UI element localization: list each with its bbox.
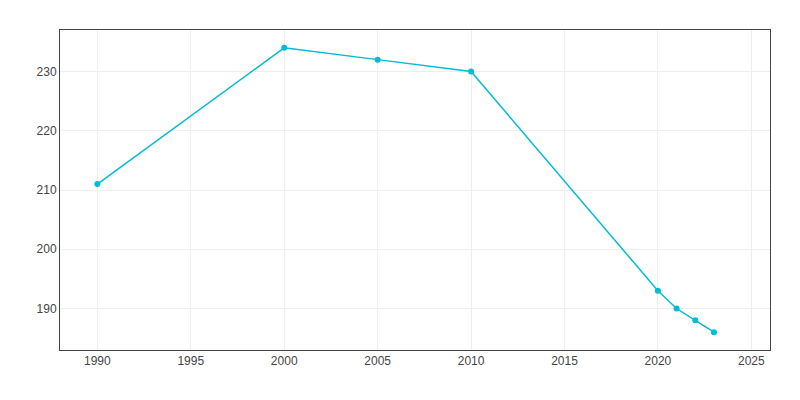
svg-text:1995: 1995 — [177, 354, 204, 368]
svg-text:230: 230 — [37, 65, 57, 79]
svg-text:2000: 2000 — [271, 354, 298, 368]
svg-text:1990: 1990 — [84, 354, 111, 368]
svg-text:2010: 2010 — [458, 354, 485, 368]
svg-text:2025: 2025 — [738, 354, 765, 368]
svg-text:220: 220 — [37, 124, 57, 138]
svg-text:210: 210 — [37, 183, 57, 197]
svg-text:2020: 2020 — [645, 354, 672, 368]
svg-text:2005: 2005 — [364, 354, 391, 368]
svg-text:190: 190 — [37, 302, 57, 316]
svg-text:200: 200 — [37, 242, 57, 256]
svg-text:2015: 2015 — [551, 354, 578, 368]
